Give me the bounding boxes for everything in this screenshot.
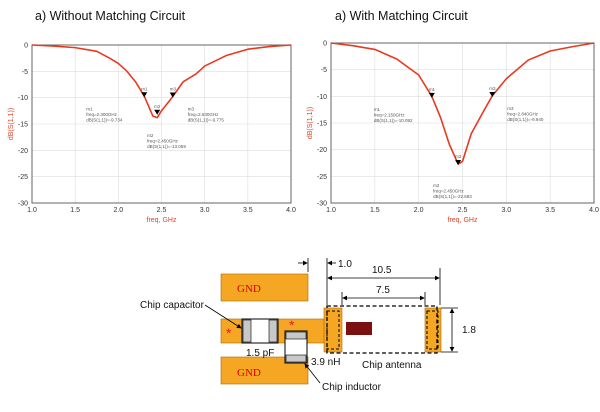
left-pad-outline: [326, 310, 340, 350]
capacitor-label: Chip capacitor: [140, 300, 205, 311]
y-tick-label: -20: [317, 147, 327, 154]
gnd-bottom-label: GND: [237, 367, 261, 379]
marker-readout: freq=2.630GHz: [188, 112, 219, 117]
y-tick-label: -30: [317, 201, 327, 208]
marker-tag: m1: [141, 86, 148, 91]
marker-m1[interactable]: [428, 92, 435, 98]
antenna-outline: [326, 305, 438, 354]
x-tick-label: 2.5: [157, 207, 167, 214]
marker-readout: m1: [86, 106, 93, 111]
x-tick-label: 1.5: [70, 207, 80, 214]
x-tick-label: 3.5: [243, 207, 253, 214]
y-tick-label: -5: [321, 67, 327, 74]
x-tick-label: 2.0: [414, 207, 424, 214]
marker-m2[interactable]: [455, 159, 462, 165]
marker-tag: m2: [455, 154, 462, 159]
x-axis-label: freq, GHz: [147, 217, 177, 224]
antenna-label: Chip antenna: [362, 360, 422, 371]
x-tick-label: 3.0: [200, 207, 210, 214]
capacitor-value: 1.5 pF: [246, 348, 274, 359]
y-tick-label: -15: [18, 122, 28, 129]
y-tick-label: -10: [18, 95, 28, 102]
antenna-pad-right: [424, 307, 442, 353]
chip-inductor: [284, 330, 308, 364]
antenna-pad-left: [323, 307, 343, 353]
y-tick-label: -15: [317, 121, 327, 128]
dim-height: 1.8: [462, 325, 476, 336]
gnd-top-pad: [220, 273, 309, 302]
capacitor-pointer: [204, 304, 242, 329]
marker-tag: m2: [154, 104, 161, 109]
marker-tag: m3: [170, 86, 177, 91]
chart-title: a) Without Matching Circuit: [35, 9, 186, 23]
inductor-pointer: [304, 363, 321, 384]
marker-readout: freq=2.150GHz: [374, 112, 405, 117]
marker-readout: m1: [374, 107, 381, 112]
x-tick-label: 1.5: [370, 207, 380, 214]
dim-length: 10.5: [372, 265, 392, 276]
x-axis-label: freq, GHz: [448, 217, 478, 224]
x-tick-label: 4.0: [589, 207, 599, 214]
circuit-diagram: GND GND * * Chip capacitor 1.5 pF 3.9 nH…: [140, 258, 476, 393]
marker-readout: m2: [147, 133, 154, 138]
x-tick-label: 2.0: [113, 207, 123, 214]
star-marker-left: *: [226, 325, 232, 341]
marker-readout: m3: [188, 106, 195, 111]
marker-tag: m3: [489, 86, 496, 91]
marker-readout: dB(S(1,1))=-22.683: [433, 194, 472, 199]
y-tick-label: -25: [18, 174, 28, 181]
dim-inner: 7.5: [376, 285, 390, 296]
marker-readout: m3: [507, 106, 514, 111]
x-tick-label: 3.0: [501, 207, 511, 214]
marker-m1[interactable]: [141, 92, 148, 98]
y-axis-label: dB(S(1,1)): [307, 107, 314, 139]
marker-readout: m2: [433, 183, 440, 188]
marker-readout: freq=2.300GHz: [86, 112, 117, 117]
y-tick-label: 0: [24, 43, 28, 50]
gnd-top-label: GND: [237, 283, 261, 295]
inductor-label: Chip inductor: [322, 382, 382, 393]
inductor-value: 3.9 nH: [311, 357, 340, 368]
marker-readout: freq=2.840GHz: [507, 112, 538, 117]
y-tick-label: -25: [317, 174, 327, 181]
marker-readout: dB(S(1,1))=-9.734: [86, 117, 123, 122]
chip-capacitor: [241, 318, 279, 344]
y-tick-label: -5: [22, 69, 28, 76]
marker-readout: freq=2.450GHz: [147, 138, 178, 143]
marker-m3[interactable]: [489, 92, 496, 98]
chart-2: a) With Matching Circuit 1.0 1.5 2.0 2.5 3.0 3…: [307, 9, 599, 224]
y-axis-label: dB(S(1,1)): [8, 108, 15, 140]
y-tick-label: 0: [323, 41, 327, 48]
marker-readout: dB(S(1,1))=-9.940: [507, 117, 544, 122]
plot-frame: [330, 42, 595, 204]
marker-m2[interactable]: [154, 109, 161, 115]
right-pad-outline: [426, 310, 439, 350]
y-tick-label: -10: [317, 94, 327, 101]
star-marker-right: *: [289, 317, 295, 333]
marker-tag: m1: [429, 87, 436, 92]
marker-m3[interactable]: [169, 92, 176, 98]
y-tick-label: -20: [18, 148, 28, 155]
y-tick-label: -30: [18, 201, 28, 208]
x-tick-label: 2.5: [458, 207, 468, 214]
plot-frame: [31, 44, 292, 204]
s11-curve: [31, 44, 292, 119]
x-tick-label: 1.0: [27, 207, 37, 214]
dim-gap: 1.0: [338, 259, 352, 270]
x-tick-label: 4.0: [286, 207, 296, 214]
x-tick-label: 1.0: [326, 207, 336, 214]
marker-readout: dB(S(1,1))=-13.059: [147, 144, 186, 149]
chart-title: a) With Matching Circuit: [335, 9, 468, 23]
marker-readout: dB(S(1,1))=-9.775: [188, 117, 225, 122]
antenna-feed-block: [346, 322, 372, 335]
x-tick-label: 3.5: [545, 207, 555, 214]
marker-readout: dB(S(1,1))=-10.092: [374, 118, 413, 123]
chart-1: a) Without Matching Circuit 1.0 1.5 2.0 2.5 3…: [8, 9, 296, 224]
marker-readout: freq=2.450GHz: [433, 188, 464, 193]
